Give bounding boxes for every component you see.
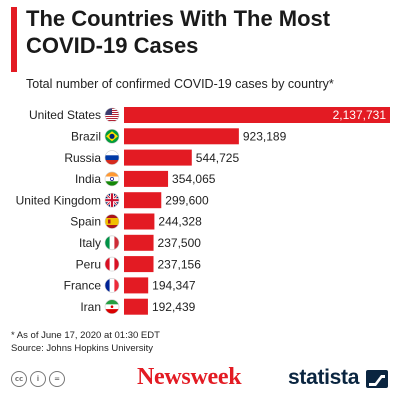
italy-flag-icon	[104, 235, 120, 251]
category-label: Brazil	[71, 130, 101, 144]
bar	[124, 128, 239, 145]
brazil-flag-icon	[104, 128, 120, 144]
no-derivatives-icon[interactable]: =	[49, 371, 65, 387]
value-label: 194,347	[152, 279, 196, 293]
license-icons: cc i =	[11, 371, 65, 387]
value-label: 544,725	[196, 151, 240, 165]
india-flag-icon	[104, 171, 120, 187]
footnote: * As of June 17, 2020 at 01:30 EDT Sourc…	[11, 329, 391, 355]
spain-flag-icon	[104, 214, 120, 229]
category-label: Russia	[64, 151, 101, 165]
category-label: Spain	[70, 215, 101, 229]
attribution-icon[interactable]: i	[30, 371, 46, 387]
value-label: 2,137,731	[333, 108, 387, 122]
category-label: Italy	[79, 236, 101, 250]
value-label: 237,156	[158, 257, 202, 271]
bar	[124, 170, 169, 187]
newsweek-logo[interactable]: Newsweek	[137, 364, 242, 390]
category-label: France	[64, 279, 102, 293]
category-label: United Kingdom	[16, 193, 101, 207]
bar	[124, 107, 390, 123]
category-label: India	[75, 172, 101, 186]
bar	[124, 298, 148, 315]
bar	[124, 192, 162, 209]
statista-logo-mark-icon	[366, 370, 388, 388]
cc-icon[interactable]: cc	[11, 371, 27, 387]
bar	[124, 256, 154, 273]
statista-logo[interactable]: statista	[288, 366, 360, 389]
bar	[124, 277, 149, 294]
iran-flag-icon	[104, 299, 120, 314]
bar	[124, 149, 192, 166]
category-label: Peru	[76, 257, 101, 271]
footnote-date: * As of June 17, 2020 at 01:30 EDT	[11, 330, 160, 341]
value-label: 354,065	[172, 172, 216, 186]
russia-flag-icon	[104, 150, 120, 165]
us-flag-icon	[104, 107, 120, 123]
bar	[124, 234, 154, 251]
category-label: United States	[29, 108, 101, 122]
value-label: 237,500	[158, 236, 202, 250]
value-label: 244,328	[158, 215, 202, 229]
uk-flag-icon	[104, 192, 120, 208]
bar	[124, 213, 155, 230]
value-label: 192,439	[152, 300, 196, 314]
footnote-source: Source: Johns Hopkins University	[11, 343, 154, 354]
peru-flag-icon	[104, 256, 120, 272]
title-accent-bar	[11, 7, 17, 72]
france-flag-icon	[104, 278, 120, 293]
value-label: 299,600	[165, 193, 209, 207]
chart-title: The Countries With The Most COVID-19 Cas…	[26, 6, 331, 58]
category-label: Iran	[80, 300, 101, 314]
chart-subtitle: Total number of confirmed COVID-19 cases…	[26, 77, 334, 91]
bar-chart: United States 2,137,731 Brazil 923,189 Russi…	[16, 107, 390, 315]
value-label: 923,189	[243, 130, 287, 144]
